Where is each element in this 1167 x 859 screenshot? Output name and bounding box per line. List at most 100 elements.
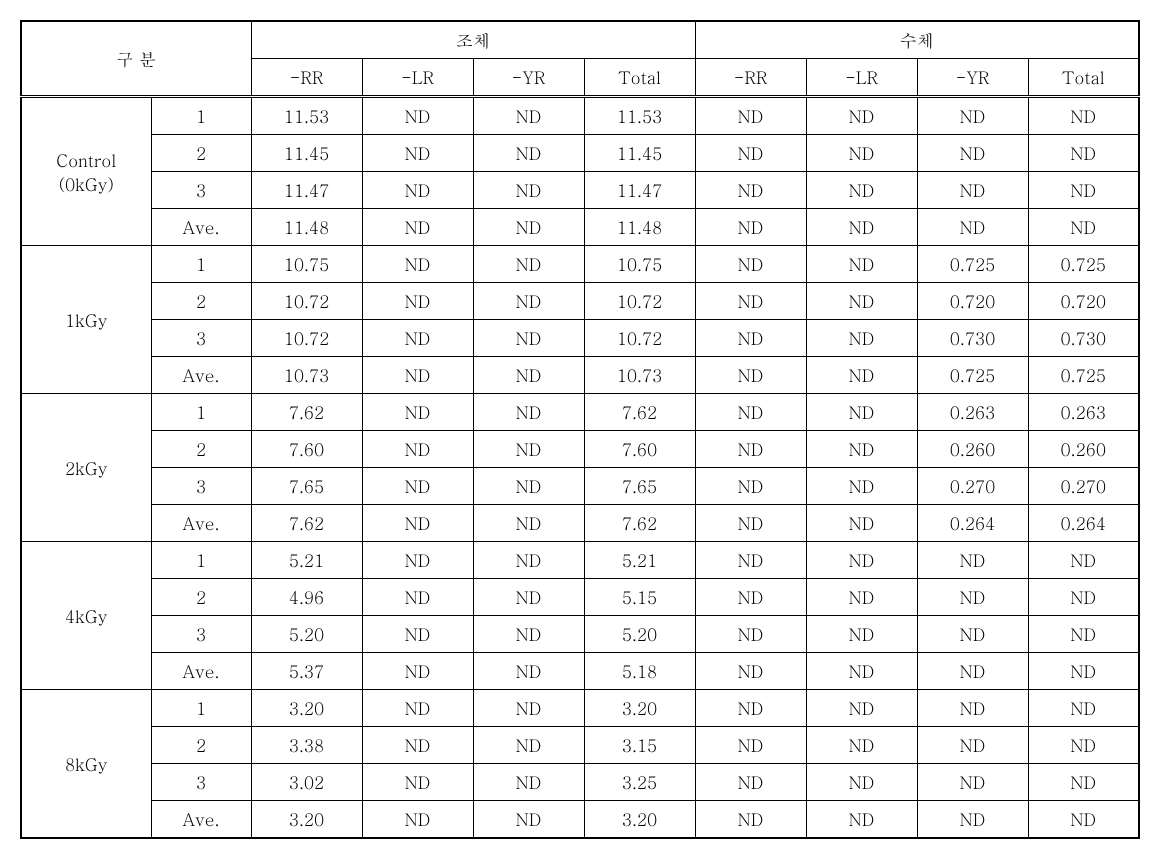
header-sub-yr-1: -YR xyxy=(473,59,584,97)
data-cell: 11.47 xyxy=(584,172,695,209)
data-cell: 7.60 xyxy=(584,431,695,468)
data-cell: ND xyxy=(473,320,584,357)
data-cell: ND xyxy=(362,801,473,839)
row-label: Ave. xyxy=(151,801,251,839)
data-cell: 11.48 xyxy=(584,209,695,246)
data-cell: ND xyxy=(1028,172,1139,209)
data-cell: ND xyxy=(917,727,1028,764)
data-cell: 0.263 xyxy=(1028,394,1139,431)
header-sub-lr-1: -LR xyxy=(362,59,473,97)
table-row: 4kGy15.21NDND5.21NDNDNDND xyxy=(21,542,1139,579)
data-cell: ND xyxy=(695,468,806,505)
data-cell: ND xyxy=(473,357,584,394)
table-row: 2kGy17.62NDND7.62NDND0.2630.263 xyxy=(21,394,1139,431)
data-cell: 0.725 xyxy=(1028,246,1139,283)
data-cell: 0.270 xyxy=(1028,468,1139,505)
table-row: Ave.3.20NDND3.20NDNDNDND xyxy=(21,801,1139,839)
data-cell: ND xyxy=(695,97,806,135)
data-cell: ND xyxy=(695,394,806,431)
data-cell: 0.720 xyxy=(1028,283,1139,320)
data-cell: ND xyxy=(362,505,473,542)
data-cell: 0.260 xyxy=(917,431,1028,468)
table-row: 311.47NDND11.47NDNDNDND xyxy=(21,172,1139,209)
data-cell: 10.75 xyxy=(251,246,362,283)
table-body: Control(0kGy)111.53NDND11.53NDNDNDND211.… xyxy=(21,97,1139,839)
table-row: 27.60NDND7.60NDND0.2600.260 xyxy=(21,431,1139,468)
data-cell: ND xyxy=(695,616,806,653)
group-label: 8kGy xyxy=(21,690,151,839)
table-row: 310.72NDND10.72NDND0.7300.730 xyxy=(21,320,1139,357)
data-cell: ND xyxy=(806,246,917,283)
data-cell: ND xyxy=(806,172,917,209)
data-cell: ND xyxy=(473,97,584,135)
data-cell: ND xyxy=(362,209,473,246)
data-cell: 10.72 xyxy=(584,320,695,357)
group-label-text: 8kGy xyxy=(65,752,107,776)
data-cell: ND xyxy=(695,505,806,542)
data-cell: 0.725 xyxy=(917,357,1028,394)
data-cell: ND xyxy=(362,764,473,801)
data-cell: 5.20 xyxy=(584,616,695,653)
data-cell: ND xyxy=(695,209,806,246)
group-label-text: 2kGy xyxy=(65,456,107,480)
data-cell: 11.45 xyxy=(251,135,362,172)
data-cell: ND xyxy=(362,468,473,505)
table-header: 구 분 조체 수체 -RR -LR -YR Total -RR -LR -YR … xyxy=(21,21,1139,97)
data-cell: ND xyxy=(806,283,917,320)
table-row: Ave.5.37NDND5.18NDNDNDND xyxy=(21,653,1139,690)
data-cell: 0.270 xyxy=(917,468,1028,505)
table-row: Ave.10.73NDND10.73NDND0.7250.725 xyxy=(21,357,1139,394)
data-cell: ND xyxy=(362,97,473,135)
data-cell: 3.20 xyxy=(251,690,362,727)
data-cell: 10.72 xyxy=(251,320,362,357)
group-label: 4kGy xyxy=(21,542,151,690)
data-cell: ND xyxy=(362,727,473,764)
data-cell: 3.20 xyxy=(584,801,695,839)
data-cell: ND xyxy=(473,394,584,431)
data-cell: ND xyxy=(473,468,584,505)
data-cell: ND xyxy=(1028,209,1139,246)
row-label: Ave. xyxy=(151,357,251,394)
data-cell: 0.264 xyxy=(917,505,1028,542)
data-cell: ND xyxy=(917,764,1028,801)
data-cell: 0.725 xyxy=(917,246,1028,283)
data-cell: ND xyxy=(695,579,806,616)
data-cell: ND xyxy=(362,283,473,320)
group-label-text: Control xyxy=(56,148,116,172)
table-row: 210.72NDND10.72NDND0.7200.720 xyxy=(21,283,1139,320)
data-cell: ND xyxy=(917,616,1028,653)
data-cell: 11.45 xyxy=(584,135,695,172)
data-cell: 5.20 xyxy=(251,616,362,653)
data-cell: ND xyxy=(362,653,473,690)
data-cell: 0.730 xyxy=(1028,320,1139,357)
data-cell: 11.53 xyxy=(251,97,362,135)
data-cell: 7.62 xyxy=(584,394,695,431)
table-row: Ave.7.62NDND7.62NDND0.2640.264 xyxy=(21,505,1139,542)
data-cell: 7.62 xyxy=(251,394,362,431)
data-cell: ND xyxy=(917,172,1028,209)
header-group1: 조체 xyxy=(251,21,695,59)
data-cell: ND xyxy=(806,135,917,172)
data-cell: ND xyxy=(362,357,473,394)
data-cell: ND xyxy=(695,431,806,468)
data-cell: ND xyxy=(1028,727,1139,764)
group-label-text: (0kGy) xyxy=(59,172,114,196)
data-cell: 0.263 xyxy=(917,394,1028,431)
data-cell: ND xyxy=(806,616,917,653)
row-label: 1 xyxy=(151,690,251,727)
data-cell: ND xyxy=(917,579,1028,616)
data-cell: ND xyxy=(473,283,584,320)
data-cell: 11.47 xyxy=(251,172,362,209)
header-sub-lr-2: -LR xyxy=(806,59,917,97)
data-cell: ND xyxy=(473,172,584,209)
header-sub-total-2: Total xyxy=(1028,59,1139,97)
data-cell: ND xyxy=(806,394,917,431)
table-row: Ave.11.48NDND11.48NDNDNDND xyxy=(21,209,1139,246)
data-cell: 3.20 xyxy=(584,690,695,727)
data-cell: ND xyxy=(917,209,1028,246)
data-cell: ND xyxy=(806,690,917,727)
data-cell: ND xyxy=(806,653,917,690)
group-label: Control(0kGy) xyxy=(21,97,151,246)
data-cell: ND xyxy=(362,431,473,468)
data-cell: ND xyxy=(806,357,917,394)
